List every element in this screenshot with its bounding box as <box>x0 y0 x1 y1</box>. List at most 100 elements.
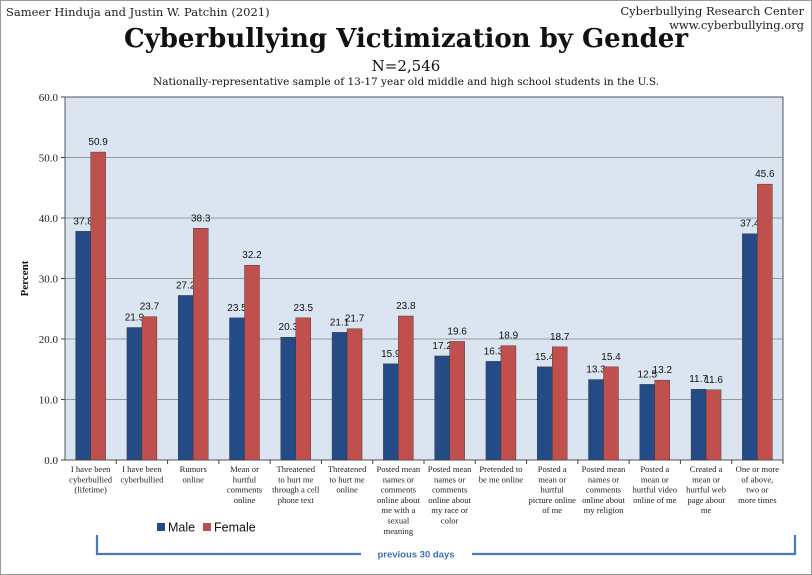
y-tick-label: 30.0 <box>39 274 59 286</box>
female-data-label: 23.8 <box>396 301 416 312</box>
male-bar <box>690 389 707 461</box>
x-category-label-line: online <box>182 474 204 484</box>
x-category-label-line: picture online <box>528 495 576 505</box>
x-category-label-line: hurtful video <box>632 485 677 495</box>
x-category-label-line: Posted mean <box>582 464 626 474</box>
x-category-label-line: cyberbullied <box>120 474 164 484</box>
female-bar <box>705 389 722 461</box>
x-category-label-line: my religion <box>584 505 625 515</box>
male-data-label: 15.4 <box>535 352 555 363</box>
x-category-label-line: hurtful <box>233 474 257 484</box>
female-data-label: 18.7 <box>550 332 570 343</box>
female-bar <box>193 228 209 461</box>
x-category-label: Posted mean names or comments online about m… <box>377 464 421 536</box>
bracket-label: previous 30 days <box>377 550 454 561</box>
x-category-label-line: mean or <box>692 474 720 484</box>
female-data-label: 23.5 <box>294 303 314 314</box>
x-category-label-line: Mean or <box>230 464 259 474</box>
x-category-label-line: online <box>336 485 358 495</box>
female-bar <box>141 316 158 461</box>
male-bar <box>229 317 245 461</box>
x-category-label-line: meaning <box>384 526 414 536</box>
y-tick-label: 0.0 <box>44 455 58 467</box>
female-legend-swatch <box>203 523 211 531</box>
male-bar <box>639 384 655 461</box>
female-data-label: 19.6 <box>447 326 467 337</box>
x-category-label-line: my race or <box>431 505 468 515</box>
male-bar <box>742 233 758 461</box>
x-category-label-line: me with a <box>381 505 415 515</box>
female-bar <box>295 317 311 461</box>
x-category-label-line: (lifetime) <box>74 485 107 495</box>
x-category-label: Posted mean names or comments online about m… <box>582 464 626 515</box>
bracket-left <box>95 535 361 556</box>
male-bar <box>434 355 450 461</box>
x-category-label-line: of above, <box>741 474 773 484</box>
x-category-label-line: I have been <box>71 464 111 474</box>
x-category-label-line: Posted a <box>640 464 669 474</box>
male-bar <box>178 295 194 461</box>
x-category-label-line: comments <box>586 485 622 495</box>
female-data-label: 50.9 <box>88 137 108 148</box>
female-data-label: 45.6 <box>755 169 775 180</box>
x-category-label-line: Pretended to <box>479 464 522 474</box>
male-data-label: 23.5 <box>227 303 247 314</box>
female-bar <box>500 345 517 461</box>
x-category-label-line: of me <box>542 505 562 515</box>
x-category-label-line: me <box>701 505 712 515</box>
x-category-label-line: Posted mean <box>428 464 472 474</box>
female-data-label: 18.9 <box>499 331 519 342</box>
x-category-label-line: online about <box>377 495 420 505</box>
male-data-label: 21.1 <box>330 317 350 328</box>
female-bar <box>654 379 670 461</box>
x-category-label-line: online about <box>582 495 625 505</box>
female-bar <box>449 341 465 461</box>
female-bar <box>398 315 414 461</box>
x-category-label-line: online of me <box>633 495 677 505</box>
y-tick-label: 40.0 <box>39 213 59 225</box>
male-bar <box>537 366 553 461</box>
male-bar <box>383 363 399 461</box>
x-category-label-line: through a cell <box>272 485 320 495</box>
male-bar <box>126 327 143 461</box>
x-category-label-line: names or <box>588 474 619 484</box>
x-category-label-line: Created a <box>690 464 723 474</box>
x-category-label: Threatened to hurt me online <box>328 464 367 495</box>
female-legend-label: Female <box>214 521 256 535</box>
x-category-label: One or more of above, two or more times <box>736 464 780 505</box>
male-legend-label: Male <box>168 521 195 535</box>
y-tick-label: 20.0 <box>39 334 59 346</box>
male-bar <box>75 231 91 461</box>
male-bar <box>331 332 348 461</box>
female-data-label: 23.7 <box>140 302 160 313</box>
x-category-label: I have been cyberbullied <box>120 464 164 484</box>
male-data-label: 20.3 <box>279 322 299 333</box>
x-category-label-line: to hurt me <box>329 474 365 484</box>
female-data-label: 21.7 <box>345 314 365 325</box>
male-data-label: 15.9 <box>381 349 401 360</box>
male-data-label: 12.5 <box>638 369 658 380</box>
y-axis-label: Percent <box>19 260 31 296</box>
x-category-label-line: Threatened <box>328 464 367 474</box>
x-category-label-line: hurtful web <box>686 485 726 495</box>
x-category-label-line: Posted a <box>538 464 567 474</box>
female-data-label: 15.4 <box>601 352 621 363</box>
female-data-label: 13.2 <box>653 365 673 376</box>
x-category-label-line: page about <box>687 495 725 505</box>
male-data-label: 17.2 <box>432 341 452 352</box>
female-bar <box>90 151 106 461</box>
chart-title: Cyberbullying Victimization by Gender <box>123 24 689 54</box>
x-category-label: Mean or hurtful comments online <box>227 464 263 505</box>
male-bar <box>280 336 296 461</box>
x-category-label-line: Posted mean <box>377 464 421 474</box>
x-category-label-line: comments <box>381 485 417 495</box>
x-category-label-line: be me online <box>479 474 524 484</box>
author-credit: Sameer Hinduja and Justin W. Patchin (20… <box>6 5 270 19</box>
male-legend-swatch <box>157 523 165 531</box>
male-data-label: 37.4 <box>740 219 760 230</box>
female-data-label: 38.3 <box>191 213 211 224</box>
female-data-label: 32.2 <box>242 250 262 261</box>
male-data-label: 37.8 <box>73 216 93 227</box>
female-bar <box>244 264 260 461</box>
